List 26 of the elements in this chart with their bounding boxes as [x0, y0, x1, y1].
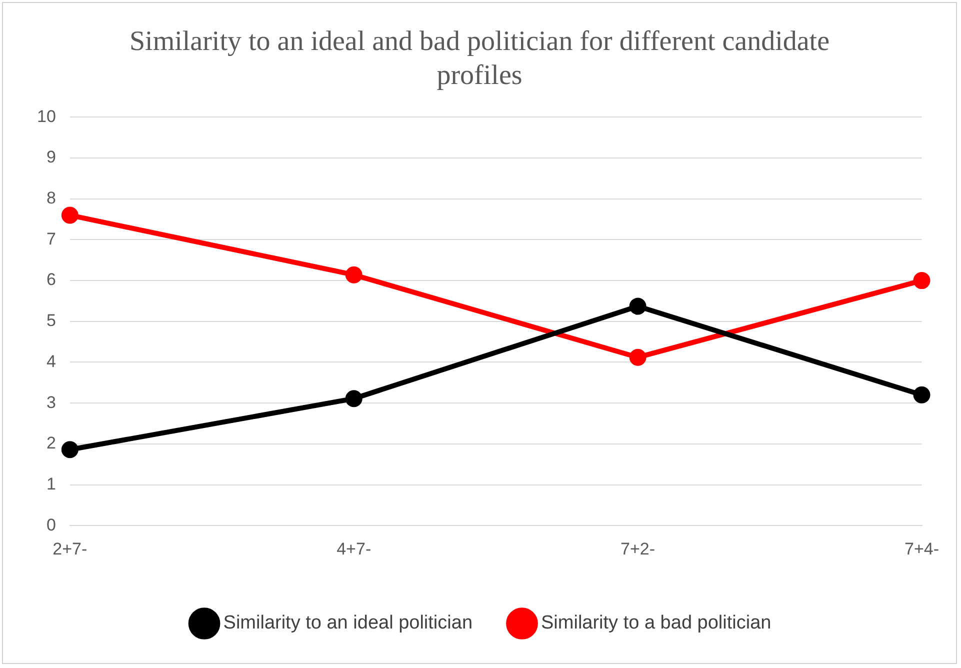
y-tick-label: 7	[46, 229, 56, 248]
y-tick-label: 3	[46, 392, 56, 412]
point	[61, 206, 78, 224]
x-tick-label: 4+7-	[336, 539, 372, 558]
legend-label: Similarity to an ideal politician	[223, 612, 473, 634]
chart-title: Similarity to an ideal and bad politician for different candidate profiles	[128, 25, 831, 93]
y-tick-label: 2	[46, 434, 56, 453]
x-tick-label: 2+7-	[52, 539, 88, 558]
point	[345, 390, 362, 408]
y-tick-label: 5	[46, 311, 56, 330]
point	[629, 348, 646, 366]
y-tick-label: 9	[46, 148, 56, 167]
point	[913, 386, 930, 404]
y-tick-label: 4	[46, 352, 56, 371]
x-tick-label: 7+2-	[620, 539, 656, 558]
point	[345, 266, 362, 284]
y-tick-label: 0	[46, 515, 56, 534]
y-tick-label: 10	[36, 106, 56, 126]
point	[61, 441, 78, 458]
legend-label: Similarity to a bad politician	[541, 612, 772, 634]
y-tick-label: 1	[46, 474, 56, 494]
point	[913, 272, 930, 290]
y-tick-label: 8	[46, 188, 56, 208]
y-tick-label: 6	[46, 270, 56, 290]
x-tick-label: 7+4-	[904, 539, 939, 558]
point	[629, 298, 646, 315]
